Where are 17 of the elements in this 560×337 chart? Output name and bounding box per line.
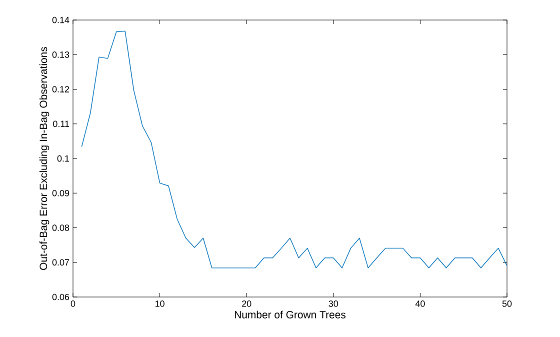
y-axis-title: Out-of-Bag Error Excluding In-Bag Observations <box>39 46 50 270</box>
y-tick-label: 0.1 <box>57 155 70 162</box>
x-axis-title: Number of Grown Trees <box>234 310 346 318</box>
y-tick-label: 0.08 <box>52 224 70 231</box>
y-tick-label: 0.11 <box>53 120 70 128</box>
y-tick-label: 0.07 <box>52 259 70 266</box>
y-tick-label: 0.12 <box>52 86 70 92</box>
x-tick-label: 0 <box>70 300 76 307</box>
x-tick-label: 10 <box>156 300 164 307</box>
x-tick-label: 40 <box>415 300 425 307</box>
y-tick-label: 0.09 <box>52 190 70 196</box>
y-tick-label: 0.06 <box>52 294 70 300</box>
x-tick-label: 20 <box>242 300 252 307</box>
y-tick-label: 0.13 <box>52 51 70 58</box>
x-tick-label: 30 <box>328 300 338 307</box>
x-tick-label: 50 <box>502 300 512 307</box>
y-tick-label: 0.14 <box>52 16 70 24</box>
